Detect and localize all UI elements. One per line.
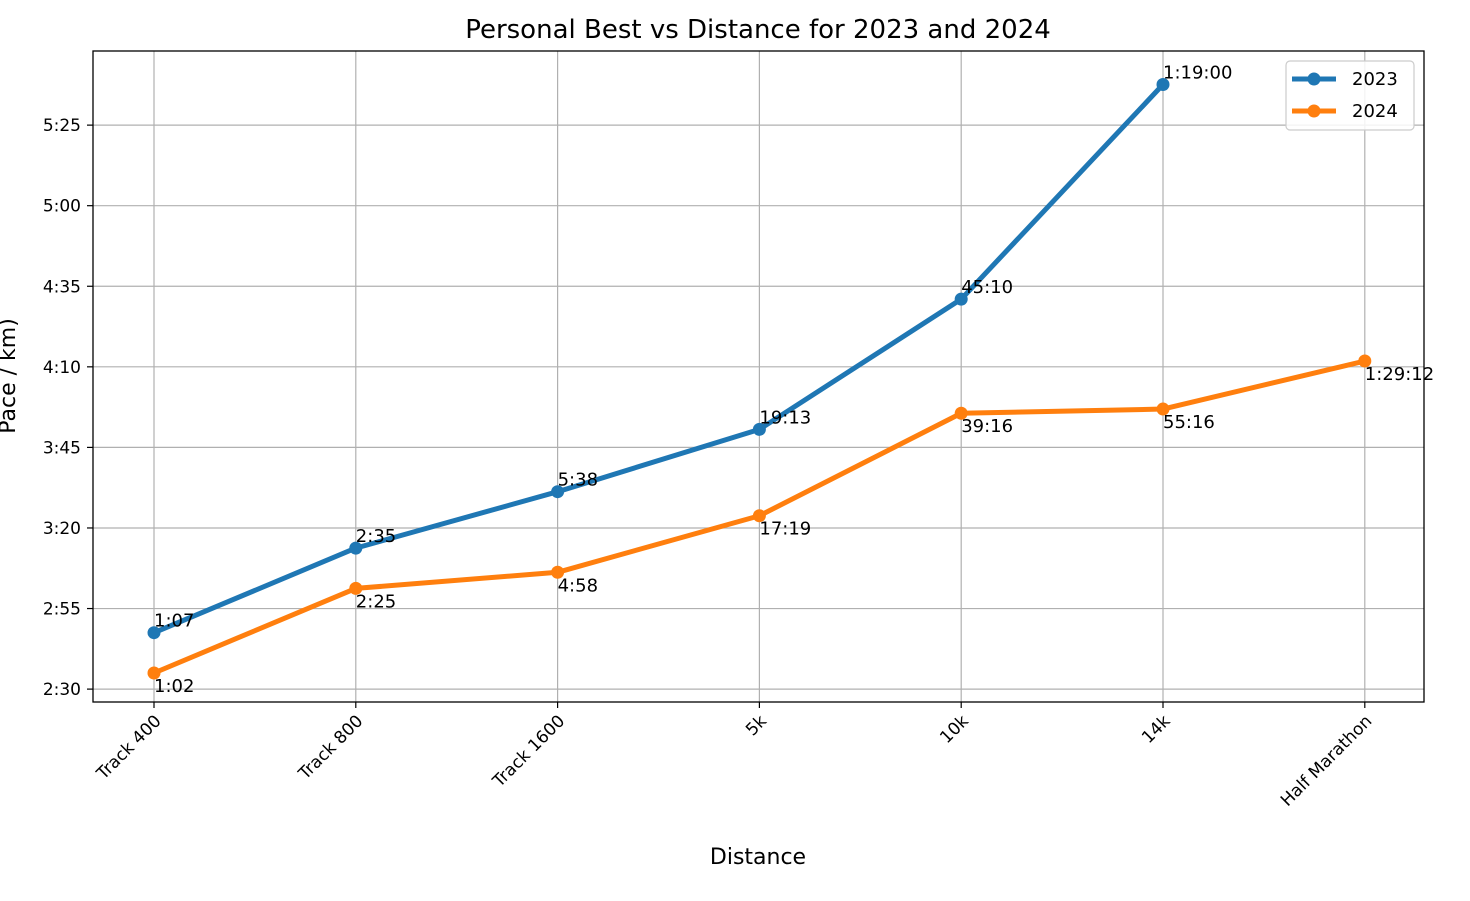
legend: 2023 2024 <box>1285 60 1415 131</box>
data-label-2023: 2:35 <box>356 526 396 547</box>
data-point-2023 <box>1156 78 1170 92</box>
y-axis: 2:30 2:55 3:20 3:45 4:10 4:35 5:00 5:25 <box>43 116 93 700</box>
y-tick-label: 3:45 <box>43 438 81 458</box>
legend-swatch-marker <box>1307 72 1321 86</box>
plot-frame <box>92 50 1425 703</box>
x-tick-label: Track 400 <box>92 711 165 784</box>
y-tick-label: 4:10 <box>43 358 81 378</box>
data-point-2023 <box>349 541 363 555</box>
data-point-2023 <box>551 485 565 499</box>
series-line-2023 <box>151 82 1166 636</box>
data-label-2024: 17:19 <box>759 519 811 540</box>
legend-label: 2024 <box>1352 101 1398 122</box>
y-axis-title: Pace / km) <box>0 318 21 434</box>
data-point-2024 <box>954 406 968 420</box>
data-point-2023 <box>147 626 161 640</box>
data-point-2024 <box>147 666 161 680</box>
series-2023: 1:07 2:35 5:38 19:13 45:10 1:19:00 <box>147 63 1232 640</box>
x-axis-title: Distance <box>710 845 806 870</box>
data-label-2024: 1:02 <box>154 676 194 697</box>
data-point-2024 <box>349 581 363 595</box>
y-tick-label: 5:25 <box>43 116 81 136</box>
x-tick-label: Half Marathon <box>1277 711 1376 810</box>
data-point-2024 <box>551 565 565 579</box>
y-tick-label: 2:55 <box>43 600 81 620</box>
y-tick-label: 4:35 <box>43 277 81 297</box>
x-tick-label: Track 800 <box>294 711 367 784</box>
data-label-2024: 1:29:12 <box>1365 364 1434 385</box>
x-tick-label: 10k <box>936 711 973 748</box>
x-axis: Track 400 Track 800 Track 1600 5k 10k 14k Half… <box>92 702 1376 811</box>
grid <box>93 51 1424 702</box>
series-layer: 1:07 2:35 5:38 19:13 45:10 1:19:00 1:02 2:25 4:5… <box>147 63 1434 697</box>
data-label-2024: 55:16 <box>1163 412 1215 433</box>
data-point-2024 <box>752 509 766 523</box>
series-2024: 1:02 2:25 4:58 17:19 39:16 55:16 1:29:12 <box>147 354 1434 697</box>
data-label-2023: 5:38 <box>558 470 598 491</box>
x-tick-label: Track 1600 <box>488 711 569 792</box>
data-label-2023: 45:10 <box>961 277 1013 298</box>
data-point-2023 <box>954 292 968 306</box>
data-label-2024: 39:16 <box>961 416 1013 437</box>
legend-label: 2023 <box>1352 69 1398 90</box>
data-label-2023: 19:13 <box>759 407 811 428</box>
data-point-2023 <box>752 422 766 436</box>
data-point-2024 <box>1156 402 1170 416</box>
legend-swatch-marker <box>1307 104 1321 118</box>
chart-title: Personal Best vs Distance for 2023 and 2… <box>465 15 1051 45</box>
x-tick-label: 5k <box>742 711 771 740</box>
x-tick-label: 14k <box>1138 711 1175 748</box>
data-label-2023: 1:19:00 <box>1163 63 1232 84</box>
data-label-2024: 2:25 <box>356 591 396 612</box>
y-tick-label: 3:20 <box>43 519 81 539</box>
data-label-2023: 1:07 <box>154 611 194 632</box>
data-label-2024: 4:58 <box>558 575 598 596</box>
data-point-2024 <box>1358 354 1372 368</box>
y-tick-label: 5:00 <box>43 197 81 217</box>
y-tick-label: 2:30 <box>43 680 81 700</box>
